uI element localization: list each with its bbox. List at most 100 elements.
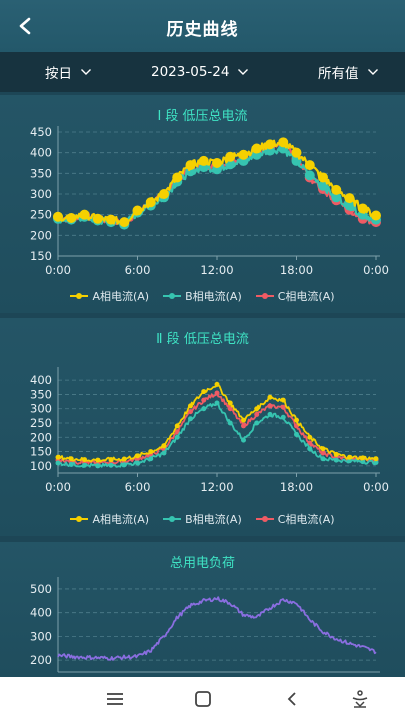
- x-tick-label: 18:00: [280, 480, 313, 494]
- legend-item-b: B相电流(A): [163, 288, 242, 304]
- data-point: [79, 209, 90, 220]
- y-tick-label: 400: [30, 606, 52, 620]
- y-tick-label: 400: [30, 373, 52, 387]
- data-point: [360, 455, 366, 461]
- data-point: [280, 397, 286, 403]
- data-point: [254, 406, 260, 412]
- legend-marker-icon: [70, 293, 89, 299]
- menu-icon: [107, 693, 123, 705]
- data-point: [198, 155, 209, 166]
- data-point: [241, 417, 246, 423]
- date-selector[interactable]: 2023-05-24: [151, 52, 249, 92]
- value-type-selector[interactable]: 所有值: [318, 52, 379, 92]
- x-tick-label: 6:00: [125, 480, 151, 494]
- data-point: [214, 390, 220, 396]
- legend-label: C相电流(A): [277, 513, 335, 526]
- y-tick-label: 200: [30, 653, 52, 667]
- data-point: [307, 440, 313, 446]
- date-selector-label: 2023-05-24: [151, 64, 230, 80]
- back-button[interactable]: [12, 12, 38, 40]
- period-selector-label: 按日: [45, 66, 72, 82]
- data-point: [55, 460, 61, 466]
- y-tick-label: 300: [30, 402, 52, 416]
- data-point: [267, 403, 273, 409]
- filter-bar: 按日 2023-05-24 所有值: [0, 52, 405, 92]
- data-point: [119, 217, 130, 228]
- menu-button[interactable]: [102, 686, 128, 712]
- legend-marker-icon: [255, 516, 274, 522]
- data-point: [161, 443, 167, 449]
- chart-title: Ⅰ 段 低压总电流: [157, 109, 248, 124]
- legend-marker-icon: [163, 516, 182, 522]
- legend-marker-icon: [163, 293, 182, 299]
- data-point: [333, 457, 339, 463]
- data-point: [318, 172, 328, 183]
- data-point: [68, 456, 74, 462]
- data-point: [201, 406, 207, 412]
- period-selector[interactable]: 按日: [45, 52, 92, 92]
- app-header: 历史曲线: [0, 0, 405, 52]
- legend-label: B相电流(A): [185, 513, 242, 526]
- legend-label: C相电流(A): [277, 290, 335, 303]
- legend-marker-icon: [70, 516, 89, 522]
- data-point: [95, 457, 101, 463]
- data-point: [92, 213, 103, 224]
- y-tick-label: 300: [30, 629, 52, 643]
- data-point: [95, 463, 101, 469]
- data-point: [307, 446, 313, 452]
- data-point: [201, 389, 207, 395]
- data-point: [373, 456, 379, 462]
- accessibility-button[interactable]: [347, 686, 373, 712]
- series-line: [57, 139, 377, 226]
- data-point: [347, 454, 352, 460]
- data-point: [135, 460, 140, 466]
- chart-panel-total-load: 总用电负荷 500 400 300 200: [0, 542, 405, 677]
- data-point: [227, 406, 233, 412]
- data-point: [294, 431, 299, 437]
- legend-item-c: C相电流(A): [255, 511, 335, 527]
- y-tick-label: 150: [30, 445, 52, 459]
- nav-back-button[interactable]: [279, 686, 305, 712]
- page-title: 历史曲线: [166, 20, 239, 40]
- data-point: [254, 411, 260, 417]
- data-point: [254, 420, 260, 426]
- legend-marker-icon: [255, 293, 274, 299]
- data-point: [148, 456, 154, 462]
- y-tick-label: 250: [30, 208, 52, 222]
- series-line: [57, 401, 377, 468]
- data-point: [68, 461, 74, 467]
- data-point: [55, 454, 61, 460]
- legend-label: A相电流(A): [92, 290, 150, 303]
- x-tick-label: 12:00: [200, 480, 233, 494]
- system-navigation-bar: [0, 677, 405, 720]
- legend-label: A相电流(A): [92, 513, 150, 526]
- data-point: [161, 450, 167, 456]
- home-button[interactable]: [190, 686, 216, 712]
- data-point: [241, 423, 246, 429]
- data-point: [82, 457, 87, 463]
- data-point: [373, 459, 379, 465]
- series-1: [57, 596, 377, 661]
- data-point: [121, 462, 127, 468]
- chart-panel-segment-1: Ⅰ 段 低压总电流 450 400 350 300 250 200 150 0:00 6:00 1…: [0, 95, 405, 313]
- series-1: [55, 381, 379, 463]
- chevron-down-icon: [367, 68, 379, 76]
- x-tick-label: 6:00: [125, 263, 151, 277]
- data-point: [135, 453, 140, 459]
- data-point: [280, 414, 286, 420]
- chevron-down-icon: [80, 68, 92, 76]
- y-tick-label: 150: [30, 249, 52, 263]
- data-point: [320, 446, 326, 452]
- data-point: [66, 212, 77, 223]
- y-tick-label: 450: [30, 125, 52, 139]
- chart-legend: A相电流(A) B相电流(A) C相电流(A): [0, 288, 405, 304]
- data-point: [185, 160, 196, 171]
- data-point: [227, 420, 233, 426]
- value-type-selector-label: 所有值: [318, 66, 359, 82]
- data-point: [121, 456, 127, 462]
- data-point: [214, 381, 220, 387]
- data-point: [148, 449, 154, 455]
- chevron-down-icon: [237, 68, 249, 76]
- data-point: [357, 203, 368, 214]
